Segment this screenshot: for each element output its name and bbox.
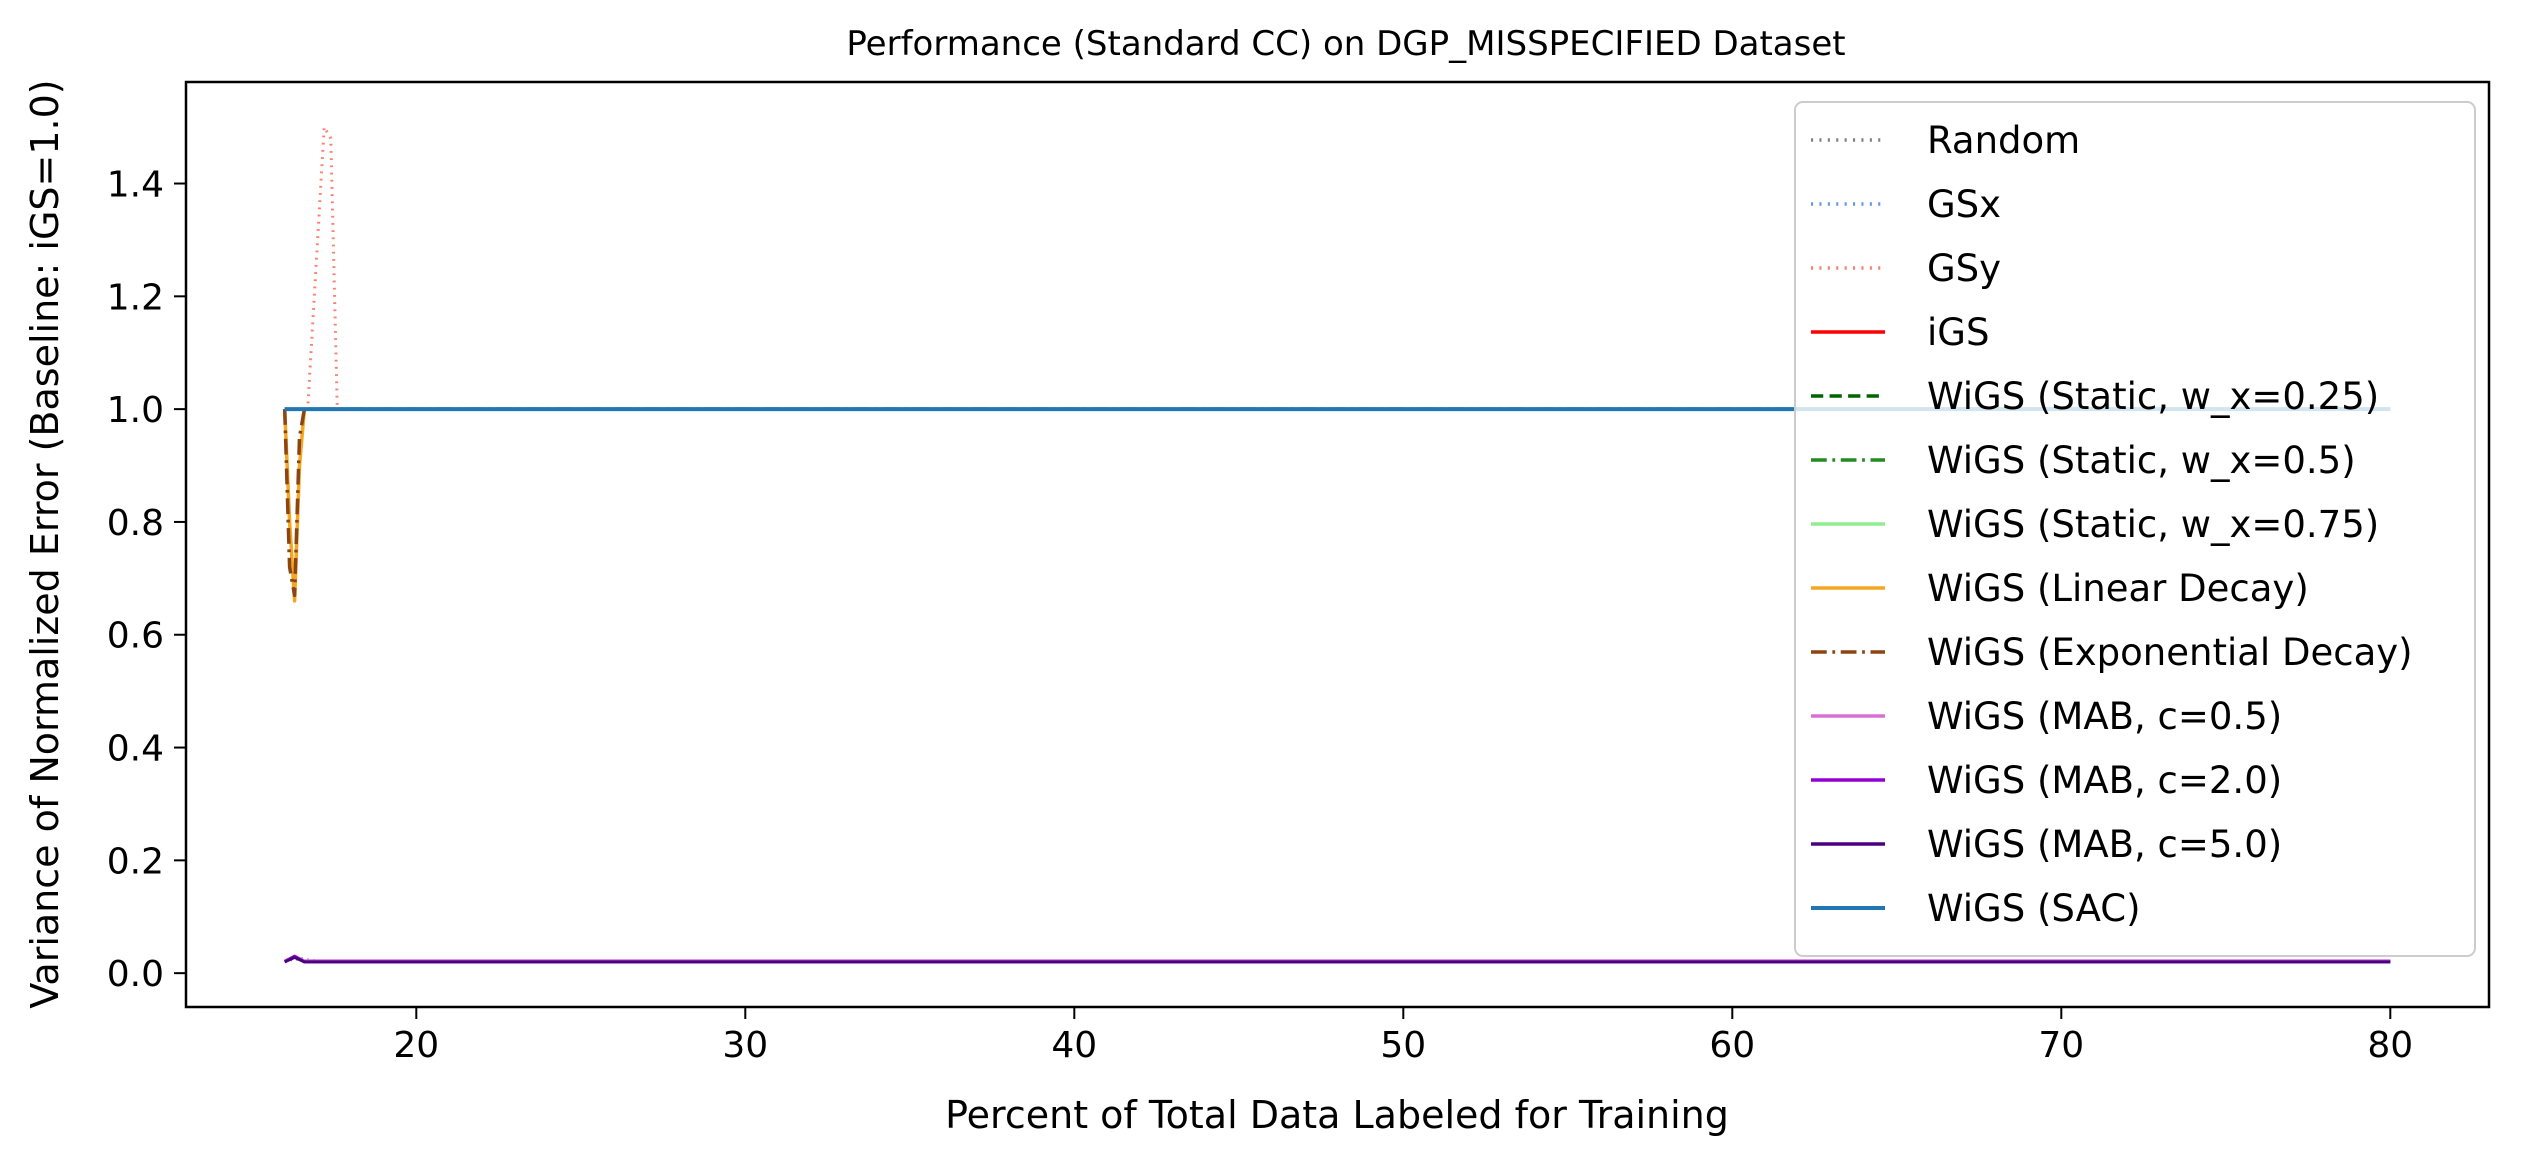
x-tick-label: 50 bbox=[1380, 1025, 1426, 1066]
x-axis: 20 30 40 50 60 70 80 bbox=[393, 1007, 2413, 1066]
legend-label: iGS bbox=[1927, 311, 1989, 354]
series-line-wigs-mab-c-5-0 bbox=[284, 955, 2391, 964]
legend-label: WiGS (MAB, c=0.5) bbox=[1927, 695, 2282, 738]
x-tick-label: 60 bbox=[1709, 1025, 1755, 1066]
legend-label: WiGS (Static, w_x=0.5) bbox=[1927, 439, 2356, 482]
y-tick-label: 0.0 bbox=[107, 954, 164, 995]
legend-label: WiGS (SAC) bbox=[1927, 887, 2141, 930]
legend-label: WiGS (Static, w_x=0.25) bbox=[1927, 375, 2379, 418]
legend: Random GSx GSy iGS WiGS (Static, w_x=0.25) Wi… bbox=[1794, 101, 2476, 957]
y-tick-label: 0.2 bbox=[107, 841, 164, 882]
plot-frame bbox=[184, 80, 2491, 1009]
x-axis-label: Percent of Total Data Labeled for Traini… bbox=[945, 1093, 1729, 1137]
legend-label: WiGS (Static, w_x=0.75) bbox=[1927, 503, 2379, 546]
y-axis-label: Variance of Normalized Error (Baseline: … bbox=[23, 79, 67, 1008]
legend-label: WiGS (Exponential Decay) bbox=[1927, 631, 2413, 674]
legend-box bbox=[1794, 101, 2476, 957]
y-tick-label: 1.0 bbox=[107, 390, 164, 431]
y-tick-label: 1.4 bbox=[107, 165, 164, 206]
x-tick-label: 70 bbox=[2038, 1025, 2084, 1066]
legend-label: Random bbox=[1927, 119, 2080, 162]
y-tick-label: 0.6 bbox=[107, 616, 164, 657]
x-tick-label: 80 bbox=[2367, 1025, 2413, 1066]
legend-label: WiGS (Linear Decay) bbox=[1927, 567, 2309, 610]
x-tick-label: 20 bbox=[393, 1025, 439, 1066]
legend-label: GSy bbox=[1927, 247, 2001, 290]
legend-label: GSx bbox=[1927, 183, 2001, 226]
legend-label: WiGS (MAB, c=2.0) bbox=[1927, 759, 2282, 802]
y-tick-label: 0.8 bbox=[107, 503, 164, 544]
y-tick-label: 1.2 bbox=[107, 277, 164, 318]
x-tick-label: 30 bbox=[722, 1025, 768, 1066]
chart-title: Performance (Standard CC) on DGP_MISSPEC… bbox=[846, 24, 1845, 64]
y-tick-label: 0.4 bbox=[107, 729, 164, 770]
y-axis: 0.0 0.2 0.4 0.6 0.8 1.0 1.2 1.4 bbox=[107, 165, 186, 995]
legend-label: WiGS (MAB, c=5.0) bbox=[1927, 823, 2282, 866]
x-tick-label: 40 bbox=[1051, 1025, 1097, 1066]
